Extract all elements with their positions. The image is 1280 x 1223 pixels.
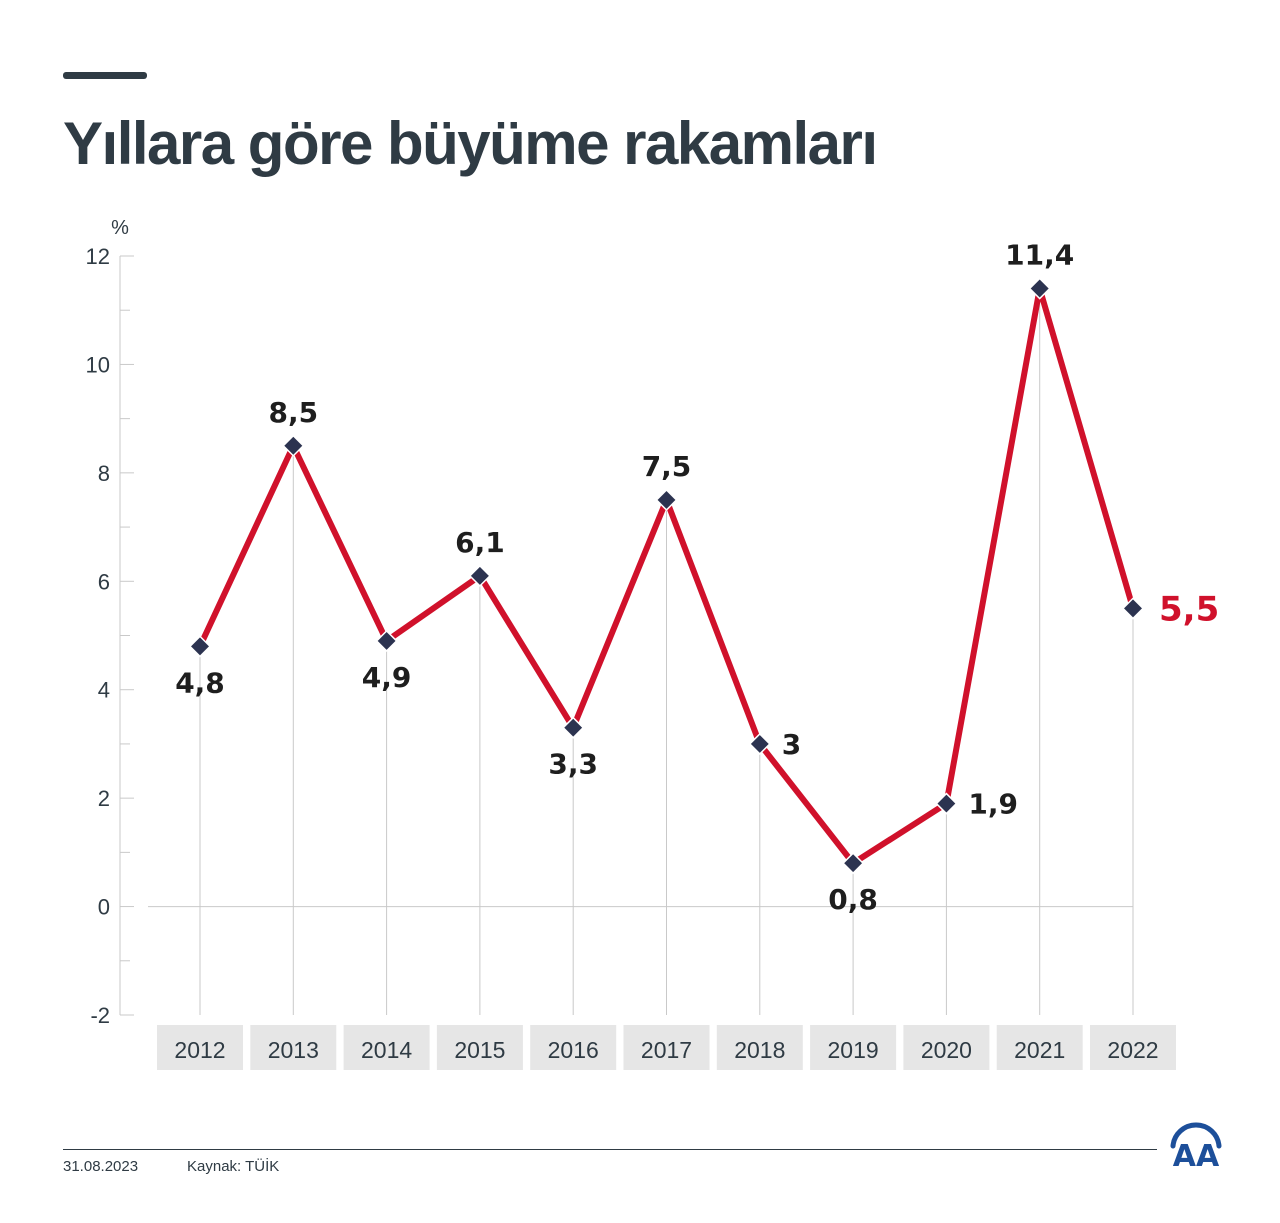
data-point-marker bbox=[562, 716, 585, 739]
data-label: 4,9 bbox=[362, 661, 412, 694]
data-point-marker bbox=[842, 852, 865, 875]
category-box bbox=[996, 1025, 1083, 1070]
y-tick-label: 10 bbox=[86, 352, 110, 377]
data-point-marker bbox=[375, 629, 398, 652]
data-point-marker bbox=[655, 488, 678, 512]
y-tick-label: 2 bbox=[98, 786, 110, 811]
x-tick-label: 2014 bbox=[361, 1037, 412, 1063]
data-label: 4,8 bbox=[175, 666, 225, 699]
marker-layer bbox=[188, 277, 1145, 875]
data-point-marker bbox=[188, 635, 212, 658]
category-box bbox=[530, 1025, 617, 1070]
y-axis-unit: % bbox=[111, 217, 129, 239]
data-label: 5,5 bbox=[1159, 589, 1219, 629]
y-tick-label: 8 bbox=[98, 461, 110, 486]
aa-logo-text: AA bbox=[1173, 1139, 1220, 1170]
category-box bbox=[343, 1025, 430, 1070]
data-label: 6,1 bbox=[455, 526, 505, 559]
y-tick-label: 0 bbox=[98, 895, 110, 920]
title-accent-rule bbox=[63, 72, 147, 79]
category-box bbox=[250, 1025, 337, 1070]
category-box bbox=[436, 1025, 523, 1070]
footer-date: 31.08.2023 bbox=[63, 1158, 139, 1175]
x-tick-label: 2016 bbox=[548, 1037, 599, 1063]
x-tick-label: 2012 bbox=[174, 1037, 225, 1063]
data-label: 7,5 bbox=[642, 450, 692, 483]
category-box bbox=[1090, 1025, 1176, 1070]
category-box bbox=[157, 1025, 243, 1070]
category-box bbox=[810, 1025, 897, 1070]
x-tick-label: 2019 bbox=[828, 1037, 879, 1063]
data-point-marker bbox=[748, 732, 771, 755]
x-axis-categories: 2012 2013 2014 2015 2016 2017 2018 2019 2020 2021… bbox=[157, 1025, 1176, 1070]
footer-rule bbox=[63, 1149, 1157, 1150]
data-label: 3 bbox=[782, 728, 801, 761]
x-tick-label: 2015 bbox=[454, 1037, 505, 1063]
x-tick-label: 2017 bbox=[641, 1037, 692, 1063]
data-label: 8,5 bbox=[268, 396, 318, 429]
x-tick-label: 2013 bbox=[268, 1037, 319, 1063]
category-box bbox=[623, 1025, 710, 1070]
x-tick-label: 2020 bbox=[921, 1037, 972, 1063]
x-tick-label: 2018 bbox=[734, 1037, 785, 1063]
x-tick-label: 2022 bbox=[1107, 1037, 1158, 1063]
data-label: 3,3 bbox=[548, 748, 598, 781]
category-box bbox=[716, 1025, 803, 1070]
data-label: 11,4 bbox=[1005, 239, 1074, 272]
data-label: 0,8 bbox=[828, 883, 878, 916]
data-point-marker bbox=[282, 434, 305, 457]
data-label-layer: 4,8 8,5 4,9 6,1 3,3 7,5 3 0,8 1,9 11,4 5,5 bbox=[175, 239, 1219, 917]
y-tick-label: 6 bbox=[98, 569, 110, 594]
data-label: 1,9 bbox=[968, 788, 1018, 821]
y-tick-label: 12 bbox=[86, 244, 110, 269]
data-point-marker bbox=[468, 564, 491, 587]
aa-logo-icon: AA bbox=[1170, 1122, 1222, 1170]
data-point-marker bbox=[1121, 597, 1145, 620]
page-title: Yıllara göre büyüme rakamları bbox=[63, 110, 878, 177]
data-point-marker bbox=[935, 792, 958, 815]
y-tick-label: 4 bbox=[98, 678, 110, 703]
x-tick-label: 2021 bbox=[1014, 1037, 1065, 1063]
y-tick-label: -2 bbox=[90, 1003, 110, 1028]
footer-source: Kaynak: TÜİK bbox=[187, 1158, 280, 1175]
category-box bbox=[903, 1025, 990, 1070]
data-point-marker bbox=[1028, 277, 1051, 300]
y-axis: %12 10 8 6 4 2 0 -2 bbox=[86, 217, 134, 1028]
grid-layer bbox=[148, 288, 1134, 1015]
